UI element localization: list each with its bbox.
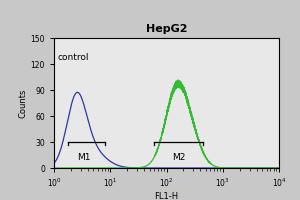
Y-axis label: Counts: Counts bbox=[19, 88, 28, 118]
Text: M1: M1 bbox=[77, 153, 91, 162]
Title: HepG2: HepG2 bbox=[146, 24, 187, 34]
X-axis label: FL1-H: FL1-H bbox=[154, 192, 178, 200]
Text: control: control bbox=[57, 53, 89, 62]
Text: M2: M2 bbox=[172, 153, 185, 162]
